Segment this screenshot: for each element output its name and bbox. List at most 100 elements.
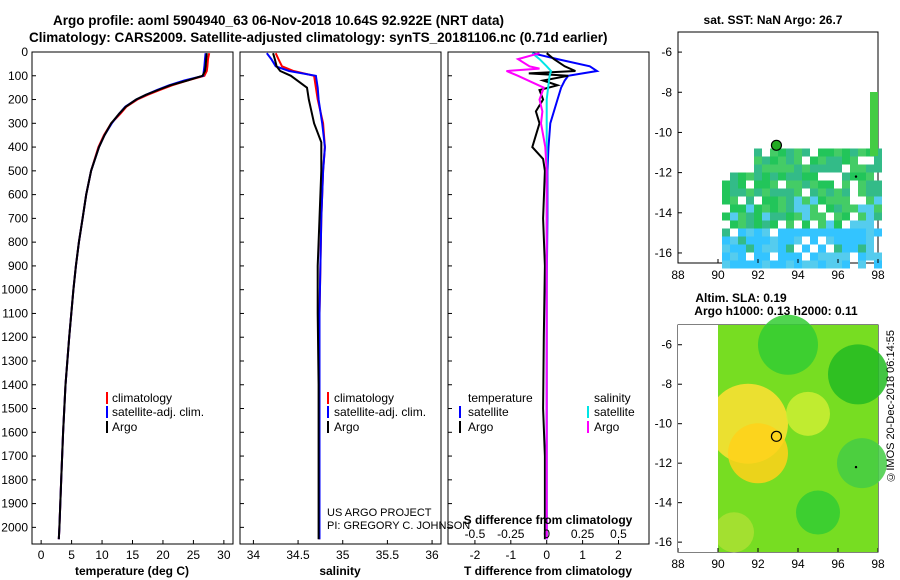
sst-cell xyxy=(802,244,810,253)
legend-label-argo: Argo xyxy=(112,420,138,434)
sst-cell xyxy=(786,164,794,173)
sla-blob xyxy=(758,314,818,375)
sst-cell xyxy=(842,252,850,261)
sst-cell xyxy=(842,244,850,253)
sst-cell xyxy=(754,180,762,189)
sst-cell xyxy=(794,204,802,213)
temperature-legend: climatology satellite-adj. clim. Argo xyxy=(106,391,204,434)
sst-cell xyxy=(722,244,730,253)
y-tick-label: 300 xyxy=(8,116,28,130)
sst-cell xyxy=(834,164,842,173)
sst-cell xyxy=(842,156,850,165)
sst-cell xyxy=(770,156,778,165)
sst-cell xyxy=(786,148,794,157)
sst-cell xyxy=(762,188,770,197)
sst-cell xyxy=(850,148,858,157)
sst-cell xyxy=(730,188,738,197)
y-tick-label: -8 xyxy=(661,377,672,391)
x-tick-label: 10 xyxy=(95,548,109,562)
sst-cell xyxy=(834,156,842,165)
sst-cell xyxy=(802,172,810,181)
x-tick-label: 90 xyxy=(711,557,725,571)
sst-cell xyxy=(746,188,754,197)
sst-cell xyxy=(810,204,818,213)
sst-cell xyxy=(786,220,794,229)
sst-cell xyxy=(754,156,762,165)
sst-cell xyxy=(754,260,762,269)
sst-cell xyxy=(866,220,874,229)
sst-cell xyxy=(842,228,850,237)
sst-cell xyxy=(730,180,738,189)
sst-cell xyxy=(818,252,826,261)
sst-cell xyxy=(770,204,778,213)
sla-land xyxy=(678,325,718,552)
sst-cell xyxy=(802,148,810,157)
sst-cell xyxy=(794,252,802,261)
sst-cell xyxy=(850,220,858,229)
sst-cell xyxy=(858,244,866,253)
sst-cell xyxy=(802,220,810,229)
sst-cell xyxy=(826,220,834,229)
sst-cell xyxy=(850,228,858,237)
sst-cell xyxy=(834,188,842,197)
sst-cell xyxy=(746,212,754,221)
sla-blob xyxy=(837,438,887,489)
sst-cell xyxy=(794,180,802,189)
sst-cell xyxy=(842,148,850,157)
sst-cell xyxy=(866,212,874,221)
y-tick-label: 1300 xyxy=(1,354,28,368)
y-tick-label: -6 xyxy=(661,338,672,352)
sst-cell xyxy=(858,220,866,229)
sst-cell xyxy=(818,156,826,165)
sst-cell xyxy=(834,244,842,253)
legend-label-argo: Argo xyxy=(334,420,360,434)
sla-blob xyxy=(786,391,830,436)
sst-cell xyxy=(754,220,762,229)
s-difference-axis-label: S difference from climatology xyxy=(464,513,633,527)
sst-cell xyxy=(810,180,818,189)
x-tick-label: 1 xyxy=(579,548,586,562)
legend-title-salinity: salinity xyxy=(594,391,631,405)
profile-location-marker xyxy=(770,430,783,442)
sst-cell xyxy=(770,244,778,253)
sst-cell xyxy=(738,236,746,245)
sst-cell xyxy=(858,172,866,181)
x-tick-label: 30 xyxy=(217,548,231,562)
sst-cell xyxy=(730,220,738,229)
sst-cell xyxy=(858,260,866,269)
sst-cell xyxy=(738,204,746,213)
sst-cell xyxy=(738,244,746,253)
y-tick-label: 1900 xyxy=(1,497,28,511)
temperature-panel xyxy=(31,51,234,545)
sst-cell xyxy=(870,148,878,156)
sla-blob xyxy=(796,490,840,535)
sst-cell xyxy=(746,260,754,269)
salinity-legend: climatology satellite-adj. clim. Argo xyxy=(327,391,426,434)
sst-cell xyxy=(794,196,802,205)
sst-cell xyxy=(794,148,802,157)
sst-cell xyxy=(730,196,738,205)
y-tick-label: 700 xyxy=(8,211,28,225)
legend-label-climatology: climatology xyxy=(334,391,394,405)
sst-cell xyxy=(754,236,762,245)
sst-cell xyxy=(834,236,842,245)
sst-cell xyxy=(778,228,786,237)
sst-cell xyxy=(870,132,878,140)
sst-cell xyxy=(874,156,882,165)
sst-cell xyxy=(770,148,778,157)
x-tick-label: 34.5 xyxy=(286,548,310,562)
sst-cell xyxy=(770,212,778,221)
sst-cell xyxy=(810,156,818,165)
sst-cell xyxy=(802,228,810,237)
island-marker xyxy=(854,175,858,178)
sst-cell xyxy=(794,228,802,237)
sla-map-title: Altim. SLA: 0.19 xyxy=(695,291,787,305)
sst-cell xyxy=(866,196,874,205)
sst-cell xyxy=(762,252,770,261)
sst-cell xyxy=(778,156,786,165)
y-tick-label: -14 xyxy=(655,496,673,510)
sst-cell xyxy=(738,220,746,229)
sst-cell xyxy=(858,228,866,237)
sst-cell xyxy=(818,212,826,221)
sst-cell xyxy=(738,252,746,261)
